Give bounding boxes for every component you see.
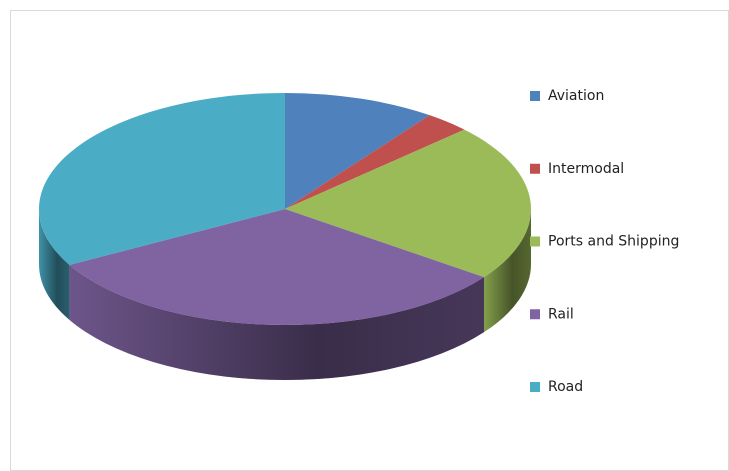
slice-side-shade (69, 264, 485, 380)
legend-label: Ports and Shipping (548, 234, 679, 250)
legend-label: Intermodal (548, 161, 624, 177)
slice (69, 209, 485, 325)
slice-side-shade (39, 209, 70, 320)
slice (39, 93, 285, 265)
slice-side-shade (484, 209, 531, 333)
legend-swatch (530, 163, 540, 174)
legend-swatch (530, 91, 540, 101)
slice (285, 93, 430, 209)
legend-swatch (530, 309, 540, 320)
legend-label: Aviation (548, 88, 604, 104)
legend-label: Road (548, 379, 583, 395)
legend-label: Rail (548, 306, 574, 322)
legend-swatch (530, 236, 540, 247)
slice (285, 115, 465, 209)
legend-swatch (530, 382, 540, 392)
slice (285, 129, 531, 278)
